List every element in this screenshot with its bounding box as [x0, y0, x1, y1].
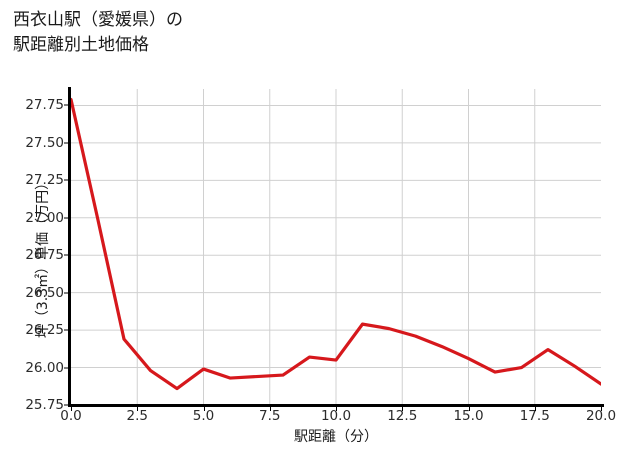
x-tick-label: 17.5: [519, 408, 550, 424]
y-axis-title: 坪（3.3㎡）単価（万円）: [35, 175, 51, 339]
y-tick-label: 26.25: [25, 322, 64, 339]
chart-title: 西衣山駅（愛媛県）の 駅距離別土地価格: [13, 10, 183, 55]
y-tick-label: 27.00: [25, 209, 64, 226]
x-tick-mark: [137, 407, 139, 411]
y-tick-label: 27.50: [25, 134, 64, 151]
y-tick-label: 26.00: [25, 359, 64, 376]
price-polyline: [71, 97, 601, 391]
x-tick-label: 15.0: [453, 408, 484, 424]
x-tick-mark: [203, 407, 205, 411]
y-tick-mark: [64, 217, 69, 219]
y-axis-tick-labels: 25.75 26.00 26.25 26.50 26.75 27.00 27.25 27.50…: [0, 0, 64, 465]
y-tick-label: 26.75: [25, 247, 64, 264]
y-tick-mark: [64, 179, 69, 181]
x-tick-mark: [336, 407, 337, 411]
y-tick-label: 26.50: [25, 284, 64, 301]
x-tick-label: 12.5: [387, 408, 418, 424]
y-tick-label: 27.75: [25, 97, 64, 114]
y-tick-mark: [64, 142, 69, 144]
y-axis-spine: [68, 87, 71, 407]
x-tick-label: 10.0: [320, 408, 352, 424]
x-tick-label: 2.5: [126, 408, 148, 424]
x-tick-mark: [534, 407, 536, 411]
x-tick-label: 20.0: [585, 408, 617, 424]
x-axis-spine: [68, 404, 604, 407]
x-tick-mark: [468, 407, 470, 411]
x-tick-mark: [71, 407, 72, 411]
y-tick-mark: [64, 104, 69, 106]
x-tick-mark: [269, 407, 271, 411]
x-tick-mark: [601, 407, 602, 411]
x-tick-label: 0.0: [60, 408, 82, 424]
gridlines: [71, 89, 601, 405]
x-axis-title: 駅距離（分）: [294, 429, 378, 445]
plot-area: [71, 89, 601, 405]
y-tick-mark: [64, 329, 69, 331]
x-tick-mark: [402, 407, 404, 411]
y-tick-mark: [64, 292, 69, 294]
x-tick-label: 7.5: [259, 408, 281, 424]
y-tick-mark: [64, 404, 69, 406]
y-tick-label: 27.25: [25, 172, 64, 189]
x-tick-label: 5.0: [192, 408, 215, 424]
y-tick-mark: [64, 254, 69, 256]
data-line-series: [71, 97, 601, 391]
y-tick-label: 25.75: [25, 397, 64, 413]
y-tick-mark: [64, 367, 69, 369]
